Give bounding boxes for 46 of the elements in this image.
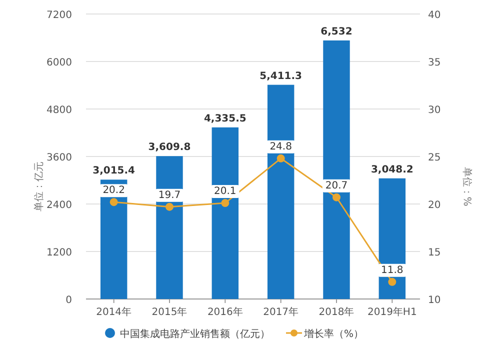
data-label: 20.2 (102, 185, 125, 196)
y2-tick-label: 15 (428, 248, 441, 258)
point (332, 193, 340, 202)
y-tick-label: 0 (66, 295, 72, 306)
x-tick-label: 2017年 (263, 306, 299, 318)
x-tick-label: 2014年 (96, 306, 132, 318)
data-label: 3,015.4 (92, 166, 136, 177)
data-label: 6,532 (320, 26, 352, 38)
bar (267, 84, 294, 299)
bar (156, 156, 183, 299)
y2-tick-label: 35 (428, 58, 441, 68)
point (221, 199, 230, 208)
y2-tick-label: 20 (428, 200, 441, 211)
y-tick-label: 3600 (46, 152, 72, 164)
y2-tick-label: 30 (428, 105, 441, 116)
y-axis-title: 单位：亿元 (33, 162, 45, 212)
point (388, 278, 396, 286)
legend-label: 增长率（%） (303, 328, 364, 340)
data-label: 20.1 (214, 186, 236, 198)
y-tick-label: 4800 (46, 105, 72, 116)
bar (212, 127, 239, 299)
x-tick-label: 2018年 (318, 306, 354, 318)
data-label: 20.7 (325, 180, 348, 192)
data-label: 11.8 (381, 264, 404, 276)
data-label: 19.7 (158, 190, 181, 201)
x-tick-label: 2016年 (207, 306, 243, 318)
data-label: 4,335.5 (204, 113, 246, 124)
point (276, 154, 285, 162)
data-label: 5,411.3 (260, 70, 302, 82)
y-tick-label: 6000 (46, 58, 72, 68)
data-label: 24.8 (270, 141, 292, 152)
data-label: 3,609.8 (148, 142, 191, 154)
x-tick-label: 2019年H1 (367, 306, 417, 318)
y2-axis-title: 单位：% (461, 166, 473, 206)
y2-tick-label: 40 (428, 10, 441, 21)
x-tick-label: 2015年 (152, 306, 188, 318)
y-tick-label: 2400 (46, 200, 72, 211)
data-label: 3,048.2 (370, 164, 414, 176)
y2-tick-label: 10 (428, 295, 441, 306)
bar (323, 40, 350, 299)
y-tick-label: 1200 (46, 248, 72, 258)
legend-label: 中国集成电路产业销售额（亿元） (120, 328, 270, 340)
y-tick-label: 7200 (46, 10, 72, 21)
y2-tick-label: 25 (428, 152, 441, 164)
point (110, 198, 118, 206)
point (166, 202, 174, 211)
